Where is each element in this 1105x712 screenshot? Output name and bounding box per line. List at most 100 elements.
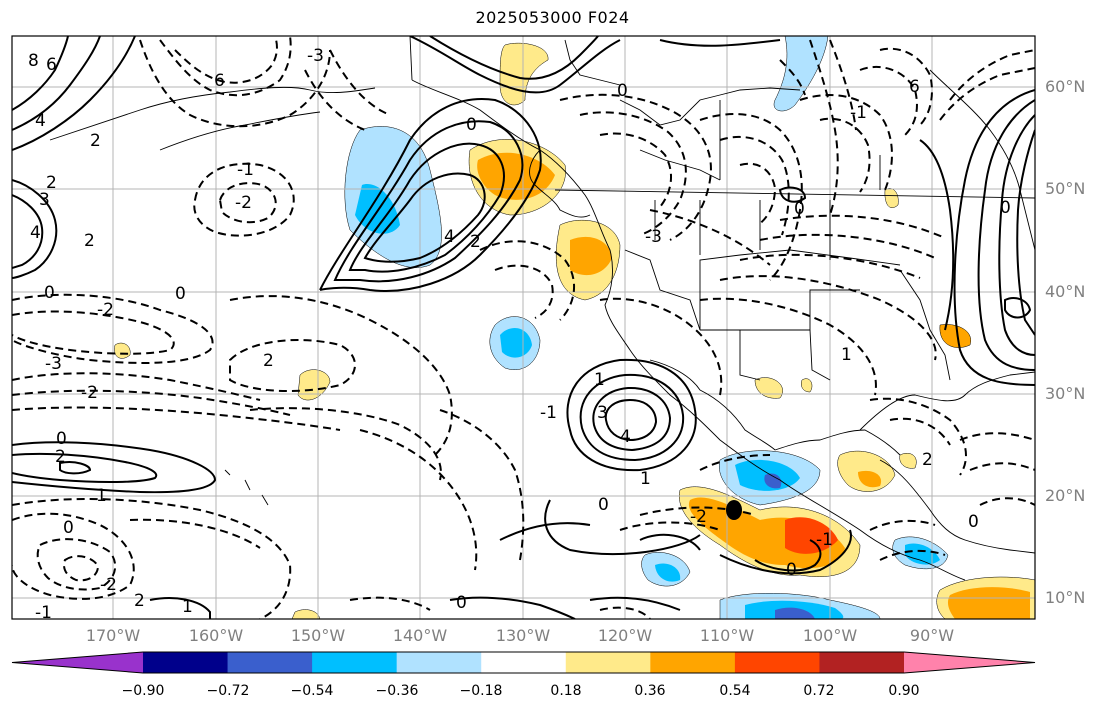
colorbar-extension-high [904, 652, 1035, 673]
contour-label: 2 [922, 450, 933, 470]
contour-label: -1 [850, 103, 867, 123]
contour-label: 0 [794, 199, 805, 219]
contour-label: 0 [466, 115, 477, 135]
lon-label: 110°W [699, 626, 755, 645]
contour-label: -3 [307, 46, 324, 66]
contour-label: 0 [598, 495, 609, 515]
lon-label: 100°W [802, 626, 858, 645]
contour-label: -3 [645, 227, 662, 247]
graticule [12, 36, 1035, 619]
colorbar-segment [312, 652, 398, 673]
positive-anomaly-west-coast-core [570, 236, 612, 276]
contour-label: 2 [90, 131, 101, 151]
colorbar-segment [227, 652, 313, 673]
lat-label: 30°N [1045, 384, 1086, 403]
lat-label: 50°N [1045, 179, 1086, 198]
contour-label: 1 [594, 370, 605, 390]
colorbar-outline [11, 651, 1036, 674]
contour-label: -2 [235, 193, 252, 213]
contour-label: 1 [182, 597, 193, 617]
contour-label: 0 [63, 518, 74, 538]
contour-label: -2 [100, 575, 117, 595]
contour-label: 4 [35, 111, 46, 131]
contour-label: -1 [35, 603, 52, 623]
contour-label: 0 [617, 81, 628, 101]
contour-labels: 8 6 4 2 2 0 -1 -2 3 4 0 -2 2 6 -3 2 1 -1… [28, 46, 1011, 623]
lon-label: 170°W [85, 626, 141, 645]
colorbar-tick-label: −0.72 [206, 683, 250, 699]
lat-label: 20°N [1045, 486, 1086, 505]
lat-label: 40°N [1045, 282, 1086, 301]
contour-label: 6 [214, 71, 225, 91]
map-title: 2025053000 F024 [475, 8, 630, 27]
map-frame [11, 35, 1036, 620]
contour-label: -2 [690, 507, 707, 527]
contour-label: 4 [30, 223, 41, 243]
contour-label: 2 [46, 173, 57, 193]
contour-label: -2 [97, 300, 114, 320]
contour-label: 2 [470, 232, 481, 252]
colorbar-tick-label: 0.90 [888, 683, 920, 699]
lat-label: 60°N [1045, 77, 1086, 96]
contour-label: 2 [84, 231, 95, 251]
lon-label: 160°W [188, 626, 244, 645]
colorbar [11, 651, 1036, 674]
colorbar-segment [481, 652, 567, 673]
colorbar-tick-label: −0.18 [459, 683, 503, 699]
lon-label: 130°W [495, 626, 551, 645]
contour-label: 0 [44, 283, 55, 303]
contour-label: -1 [540, 403, 557, 423]
lon-label: 140°W [392, 626, 448, 645]
contour-label: 0 [175, 284, 186, 304]
contour-label: 3 [597, 403, 608, 423]
colorbar-segment [650, 652, 736, 673]
negative-anomaly-gulf-alaska-core [355, 184, 400, 234]
colorbar-tick-label: −0.90 [121, 683, 165, 699]
contour-label: 2 [134, 591, 145, 611]
lon-label: 120°W [597, 626, 653, 645]
lon-label: 150°W [290, 626, 346, 645]
contour-label: 3 [39, 190, 50, 210]
contour-label: 8 [28, 51, 39, 71]
positive-anomaly-alaska-thin [499, 42, 549, 106]
contour-label: -1 [237, 160, 254, 180]
contour-label: 0 [786, 560, 797, 580]
contour-label: 1 [96, 486, 107, 506]
contour-label: 0 [1000, 198, 1011, 218]
colorbar-segment [565, 652, 651, 673]
contour-label: 1 [841, 345, 852, 365]
colorbar-tick-label: 0.54 [719, 683, 751, 699]
contour-label: 4 [444, 227, 455, 247]
coastlines [49, 36, 1035, 581]
contour-label: -3 [45, 354, 62, 374]
contour-label: 6 [46, 55, 57, 75]
lat-label: 10°N [1045, 588, 1086, 607]
contour-label: 0 [456, 593, 467, 613]
contour-label: 1 [640, 469, 651, 489]
contours-negative [12, 36, 1035, 619]
colorbar-segment [819, 652, 905, 673]
colorbar-tick-label: 0.18 [550, 683, 582, 699]
contour-label: 2 [263, 351, 274, 371]
contour-label: -1 [816, 530, 833, 550]
contour-label: 0 [968, 512, 979, 532]
contour-label: 6 [909, 77, 920, 97]
contours-positive [12, 36, 1035, 619]
negative-anomaly-gulf-alaska [344, 126, 442, 268]
colorbar-segment [734, 652, 820, 673]
contour-label: -2 [81, 383, 98, 403]
colorbar-tick-label: 0.72 [803, 683, 835, 699]
negative-anomaly-off-california-core [500, 327, 532, 358]
colorbar-tick-label: 0.36 [634, 683, 666, 699]
colorbar-extension-low [12, 652, 143, 673]
station-marker [726, 500, 742, 520]
contour-label: 2 [55, 447, 66, 467]
contour-label: 4 [620, 427, 631, 447]
colorbar-tick-label: −0.36 [375, 683, 419, 699]
lon-label: 90°W [909, 626, 955, 645]
colorbar-segment [396, 652, 482, 673]
colorbar-tick-label: −0.54 [290, 683, 334, 699]
positive-anomaly-pacific-nw-core [477, 152, 555, 200]
colorbar-segment [143, 652, 229, 673]
